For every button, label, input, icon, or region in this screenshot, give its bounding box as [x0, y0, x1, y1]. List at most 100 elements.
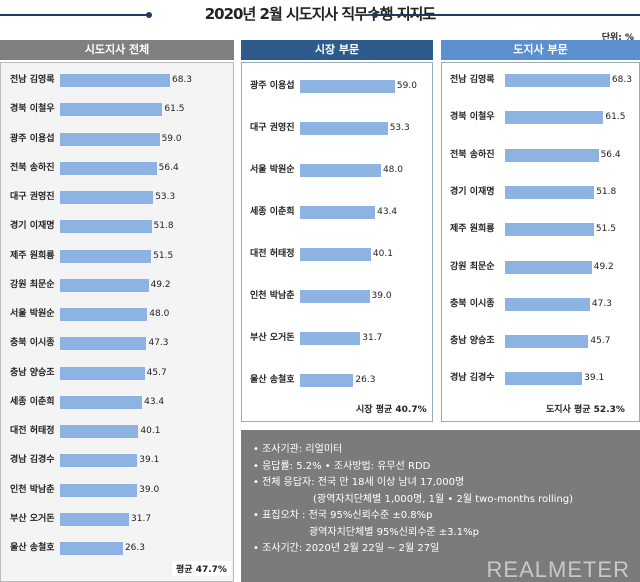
value-label: 68.3 — [611, 75, 632, 85]
category-label: 서울 박원순 — [250, 165, 295, 175]
value-label: 51.5 — [595, 224, 616, 235]
value-label: 59.0 — [396, 81, 417, 91]
bar — [505, 74, 610, 87]
value-label: 49.2 — [593, 261, 614, 272]
value-label: 49.2 — [150, 279, 171, 290]
value-label: 43.4 — [144, 396, 165, 407]
bar — [300, 248, 371, 261]
bar — [60, 337, 147, 351]
value-label: 26.3 — [124, 543, 145, 553]
info-line: • 조사기간: 2020년 2월 22일 ~ 2월 27일 — [253, 543, 440, 554]
info-line: (광역자치단체별 1,000명, 1월 • 2월 two-months roll… — [313, 493, 574, 505]
bar — [60, 366, 145, 380]
page-title: 2020년 2월 시도지사 직무수행 지지도 — [204, 5, 436, 23]
value-label: 56.4 — [600, 149, 621, 160]
value-label: 31.7 — [362, 333, 383, 343]
category-label: 울산 송철호 — [250, 375, 295, 385]
value-label: 68.3 — [171, 75, 193, 85]
category-label: 서울 박원순 — [10, 309, 55, 319]
bar — [60, 191, 154, 204]
value-label: 31.7 — [131, 513, 152, 524]
header-all: 시도지사 전체 — [0, 40, 234, 60]
category-label: 전남 김영록 — [450, 75, 495, 85]
bar — [60, 308, 148, 321]
info-line: • 조사기관: 리얼미터 — [253, 444, 343, 455]
unit-label: 단위: % — [601, 33, 634, 43]
title-line-right — [376, 14, 640, 16]
info-line: • 응답률: 5.2% • 조사방법: 유무선 RDD — [253, 460, 431, 472]
category-label: 경북 이철우 — [450, 112, 495, 123]
bar — [300, 290, 370, 303]
category-label: 강원 최문순 — [10, 279, 55, 290]
info-line: • 표집오차 : 전국 95%신뢰수준 ±0.8%p — [253, 510, 433, 521]
title-dot-left — [146, 12, 152, 18]
category-label: 전북 송하진 — [450, 149, 495, 160]
value-label: 39.1 — [139, 455, 160, 466]
bar — [300, 374, 354, 387]
value-label: 39.0 — [371, 291, 392, 301]
category-label: 제주 원희룡 — [450, 224, 495, 235]
bar — [60, 74, 170, 87]
category-label: 세종 이춘희 — [250, 207, 295, 217]
category-label: 인천 박남춘 — [10, 484, 55, 495]
category-label: 전남 김영록 — [10, 75, 55, 85]
bar — [505, 372, 583, 386]
header-governor: 도지사 부문 — [441, 40, 640, 60]
category-label: 울산 송철호 — [10, 543, 55, 553]
value-label: 61.5 — [164, 104, 185, 115]
category-label: 전북 송하진 — [10, 162, 55, 173]
category-label: 충남 양승조 — [450, 336, 495, 347]
value-label: 45.7 — [146, 367, 167, 378]
bar — [60, 483, 138, 497]
value-label: 56.4 — [158, 162, 179, 173]
category-label: 충북 이시종 — [10, 338, 55, 349]
value-label: 51.8 — [153, 221, 174, 232]
bar — [60, 220, 152, 234]
value-label: 53.3 — [155, 192, 176, 202]
info-line: • 전체 응답자: 전국 만 18세 이상 남녀 17,000명 — [253, 477, 465, 488]
category-label: 세종 이춘희 — [10, 396, 55, 407]
panel-mayor — [241, 62, 433, 422]
value-label: 40.1 — [372, 249, 393, 259]
bar — [60, 454, 138, 468]
value-label: 51.8 — [596, 186, 617, 197]
header-mayor: 시장 부문 — [241, 40, 433, 60]
bar — [505, 223, 594, 237]
value-label: 45.7 — [590, 336, 611, 347]
title-line-left — [0, 14, 150, 16]
bar — [60, 103, 163, 117]
average-mayor: 시장 평균 40.7% — [352, 401, 431, 416]
bar — [505, 335, 589, 349]
value-label: 26.3 — [355, 375, 376, 385]
value-label: 48.0 — [382, 165, 403, 175]
bar — [300, 80, 395, 93]
value-label: 61.5 — [605, 112, 626, 123]
average-governor: 도지사 평균 52.3% — [542, 401, 629, 416]
survey-info: • 조사기관: 리얼미터 • 응답률: 5.2% • 조사방법: 유무선 RDD… — [241, 430, 640, 582]
bar — [60, 278, 149, 292]
value-label: 48.0 — [149, 309, 170, 319]
category-label: 충북 이시종 — [450, 298, 495, 309]
category-label: 광주 이용섭 — [10, 133, 55, 144]
value-label: 47.3 — [591, 298, 612, 309]
bar — [505, 297, 590, 311]
bar — [60, 425, 139, 438]
bar — [300, 122, 388, 135]
category-label: 부산 오거돈 — [10, 513, 55, 524]
bar — [60, 395, 143, 409]
category-label: 제주 원희룡 — [10, 250, 55, 261]
value-label: 39.0 — [139, 484, 160, 495]
bar — [60, 161, 157, 175]
bar — [60, 249, 152, 263]
bar — [505, 185, 595, 199]
category-label: 경기 이재명 — [10, 221, 55, 232]
value-label: 53.3 — [389, 123, 410, 133]
value-label: 59.0 — [161, 133, 182, 144]
title-dot-right — [372, 12, 378, 18]
bar — [300, 206, 376, 219]
bar — [60, 132, 160, 146]
category-label: 강원 최문순 — [450, 261, 495, 272]
bar — [505, 260, 592, 274]
category-label: 대구 권영진 — [10, 192, 55, 202]
category-label: 대구 권영진 — [250, 123, 295, 133]
